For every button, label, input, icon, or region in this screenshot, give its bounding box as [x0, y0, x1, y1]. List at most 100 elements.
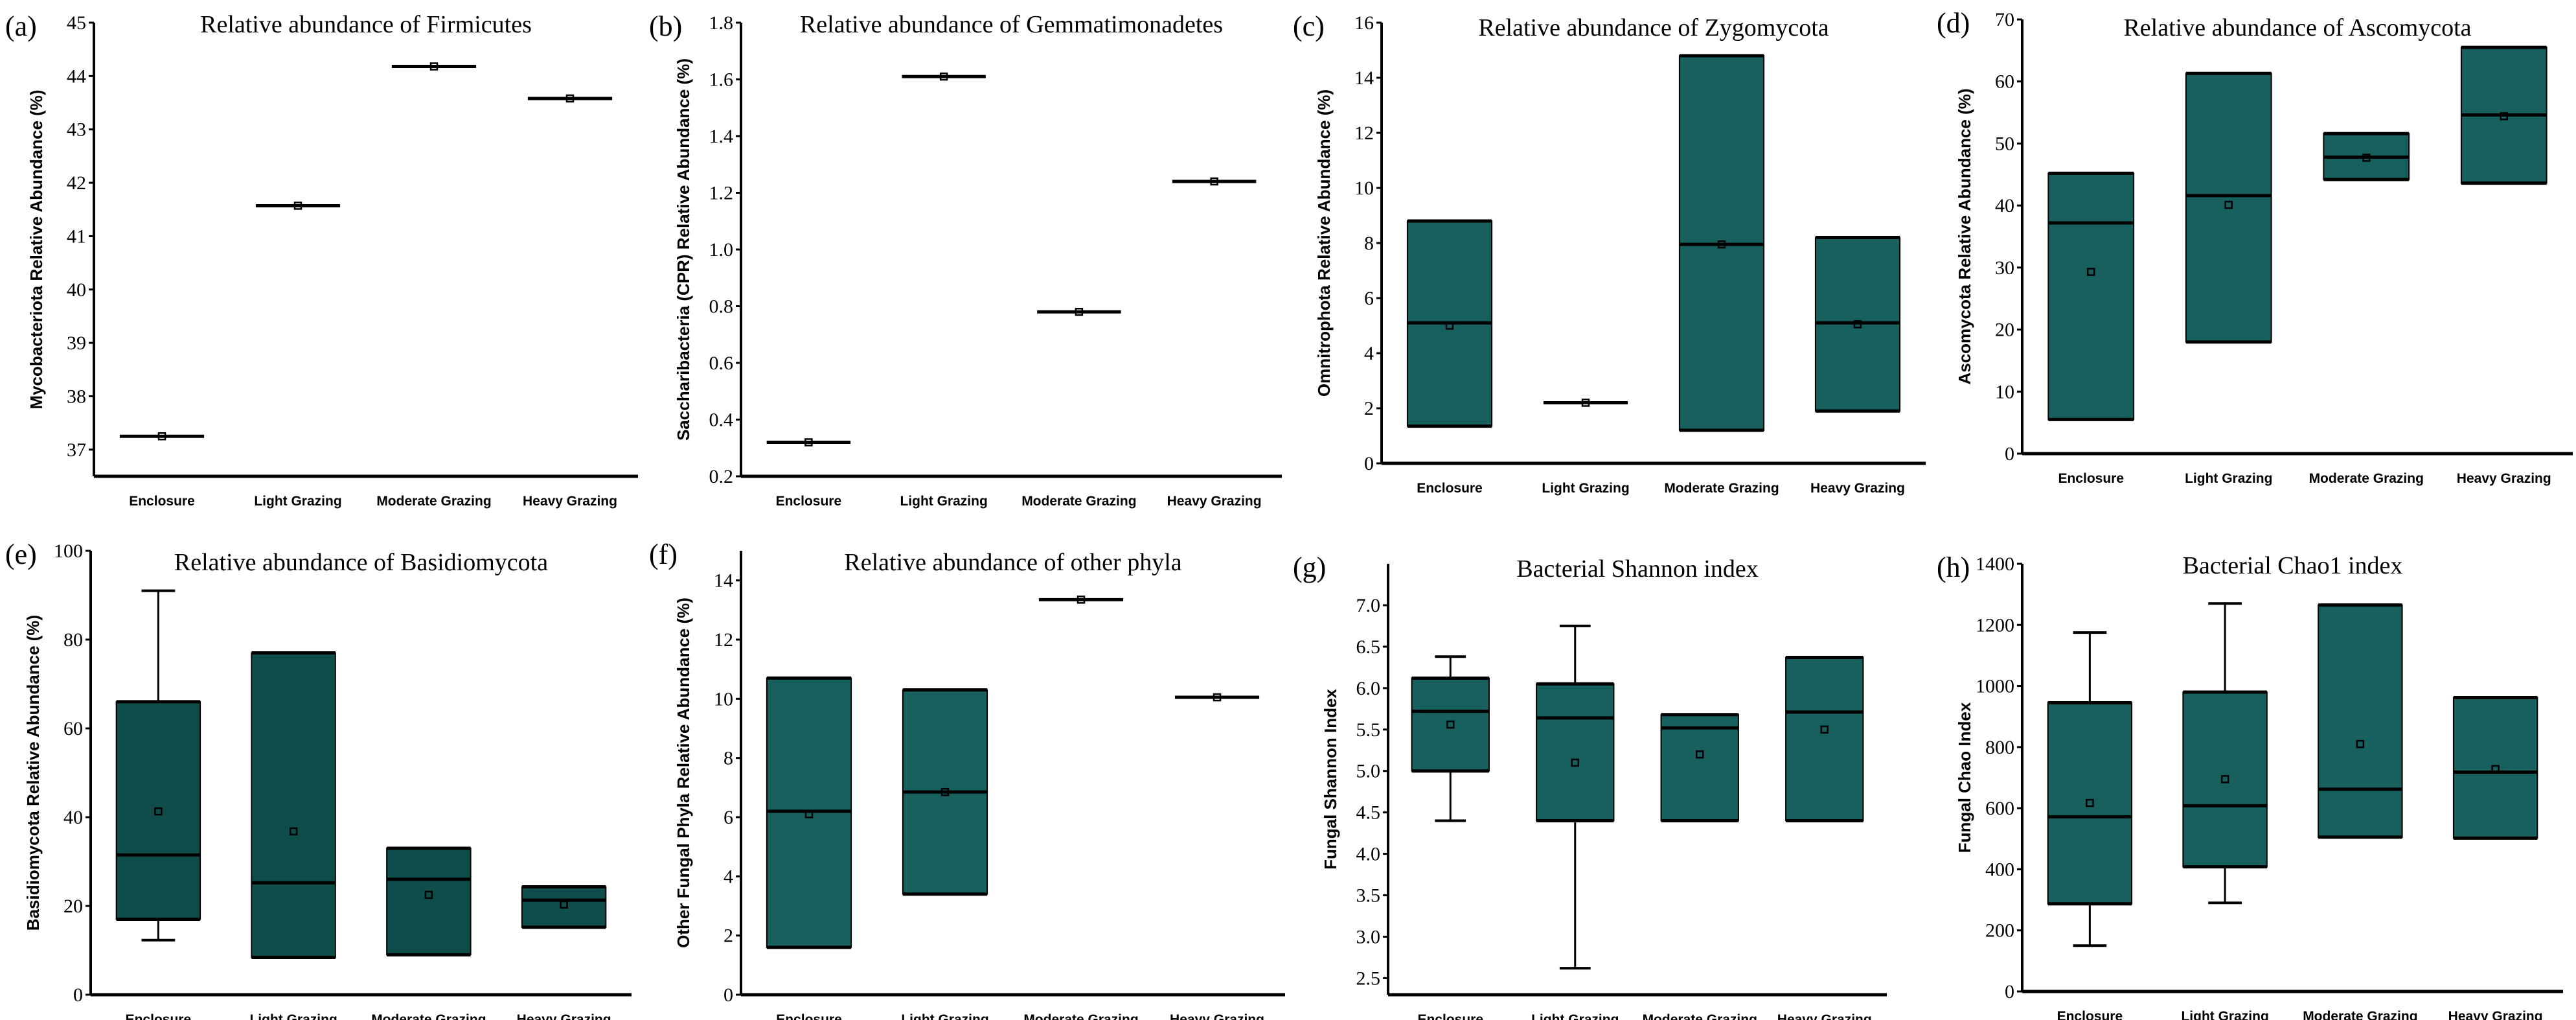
y-tick-label: 20: [1995, 319, 2014, 341]
y-tick-label: 1.2: [709, 183, 734, 204]
y-tick-label: 30: [1995, 257, 2014, 279]
box-light-grazing: [251, 651, 336, 959]
y-tick-label: 0: [2005, 981, 2014, 1003]
mean-marker: [1696, 750, 1704, 759]
x-tick-label: Enclosure: [2058, 471, 2124, 486]
mean-marker: [560, 900, 568, 909]
box-iqr: [2318, 604, 2403, 838]
y-tick-label: 4: [724, 866, 733, 887]
y-tick-label: 70: [1995, 9, 2014, 30]
chart-title: Relative abundance of Zygomycota: [1478, 14, 1829, 41]
x-tick-label: Heavy Grazing: [1810, 481, 1905, 496]
y-tick-label: 45: [67, 12, 86, 34]
chart-panel-a: (a) Relative abundance of Firmicutes Mycob…: [5, 10, 638, 509]
y-tick-label: 44: [67, 65, 86, 87]
y-tick-label: 1.4: [709, 126, 734, 147]
y-tick-label: 0: [724, 984, 733, 1006]
panel-letter: (f): [649, 539, 678, 570]
x-tick-label: Light Grazing: [2181, 1009, 2268, 1020]
x-tick-label: Moderate Grazing: [1023, 1012, 1138, 1020]
y-tick-label: 4.0: [1356, 844, 1381, 865]
panel-letter: (g): [1293, 551, 1326, 583]
box-enclosure: [115, 589, 201, 942]
y-tick-label: 2: [724, 925, 733, 947]
mean-marker: [940, 787, 950, 796]
mean-marker: [2362, 154, 2371, 162]
y-tick-label: 100: [54, 540, 83, 562]
chart-panel-b: (b) Relative abundance of Gemmatimonadete…: [649, 10, 1282, 509]
chart-title: Relative abundance of other phyla: [844, 549, 1181, 576]
y-tick-label: 0.6: [709, 353, 734, 374]
box-moderate-grazing: [1678, 54, 1765, 432]
box-moderate-grazing: [2318, 603, 2403, 839]
y-tick-label: 10: [1995, 381, 2014, 402]
box-enclosure: [766, 676, 852, 949]
box-iqr: [2182, 691, 2268, 868]
mean-marker: [1581, 399, 1590, 407]
mean-marker: [2086, 798, 2094, 807]
y-tick-label: 400: [1985, 859, 2014, 880]
y-tick-label: 0: [2005, 443, 2014, 465]
box-moderate-grazing: [2323, 132, 2410, 181]
y-axis-label: Other Fungal Phyla Relative Abundance (%…: [674, 597, 693, 948]
x-tick-label: Enclosure: [776, 1012, 842, 1020]
y-tick-label: 1200: [1976, 614, 2014, 636]
y-axis-label: Fungal Chao Index: [1955, 702, 1974, 853]
mean-marker: [289, 827, 298, 836]
panel-letter: (h): [1937, 551, 1970, 583]
x-tick-label: Heavy Grazing: [523, 494, 617, 509]
x-tick-label: Light Grazing: [2185, 471, 2272, 486]
mean-marker: [1820, 725, 1829, 734]
y-axis-label: Basidiomycota Relative Abundance (%): [23, 615, 43, 931]
box-light-grazing: [1536, 624, 1615, 970]
y-tick-label: 6.5: [1356, 636, 1381, 658]
y-axis-label: Mycobacteriota Relative Abundance (%): [27, 89, 46, 409]
y-tick-label: 8: [1364, 233, 1374, 254]
y-tick-label: 8: [724, 748, 733, 769]
box-light-grazing: [902, 72, 986, 81]
y-tick-label: 16: [1354, 12, 1374, 34]
box-iqr: [115, 701, 201, 920]
box-moderate-grazing: [386, 846, 472, 956]
x-tick-label: Heavy Grazing: [1777, 1012, 1872, 1020]
panel-letter: (d): [1937, 7, 1970, 39]
box-heavy-grazing: [2460, 45, 2548, 185]
mean-marker: [1210, 177, 1218, 186]
y-tick-label: 1.0: [709, 239, 734, 261]
mean-marker: [2087, 268, 2095, 276]
x-tick-label: Moderate Grazing: [1021, 494, 1136, 509]
chart-title: Relative abundance of Ascomycota: [2123, 14, 2471, 41]
mean-marker: [424, 890, 433, 899]
box-heavy-grazing: [1172, 177, 1257, 186]
x-tick-label: Moderate Grazing: [371, 1012, 486, 1020]
x-tick-label: Light Grazing: [254, 494, 341, 509]
box-heavy-grazing: [521, 885, 607, 929]
y-tick-label: 14: [1354, 67, 1374, 89]
y-axis-label: Saccharibacteria (CPR) Relative Abundanc…: [674, 58, 693, 441]
x-tick-label: Enclosure: [1417, 481, 1483, 496]
y-tick-label: 0: [1364, 453, 1374, 474]
y-tick-label: 40: [1995, 195, 2014, 216]
mean-marker: [1445, 321, 1454, 330]
x-tick-label: Enclosure: [776, 494, 842, 509]
mean-marker: [2224, 200, 2233, 209]
mean-marker: [2356, 739, 2365, 748]
x-tick-label: Heavy Grazing: [1170, 1012, 1264, 1020]
y-tick-label: 40: [63, 807, 83, 828]
y-tick-label: 60: [63, 718, 83, 739]
box-enclosure: [1411, 655, 1490, 822]
chart-panel-c: (c) Relative abundance of Zygomycota Omnit…: [1293, 10, 1926, 496]
y-tick-label: 600: [1985, 798, 2014, 819]
y-tick-label: 6: [1364, 288, 1374, 309]
box-iqr: [1411, 677, 1490, 772]
box-light-grazing: [2185, 71, 2272, 344]
box-light-grazing: [1543, 399, 1628, 407]
x-tick-label: Heavy Grazing: [2448, 1009, 2543, 1020]
x-tick-label: Heavy Grazing: [2457, 471, 2551, 486]
box-heavy-grazing: [1174, 693, 1260, 702]
box-iqr: [251, 652, 336, 958]
box-iqr: [2047, 702, 2133, 905]
box-iqr: [1536, 683, 1615, 822]
y-tick-label: 4: [1364, 343, 1374, 364]
y-tick-label: 60: [1995, 71, 2014, 93]
